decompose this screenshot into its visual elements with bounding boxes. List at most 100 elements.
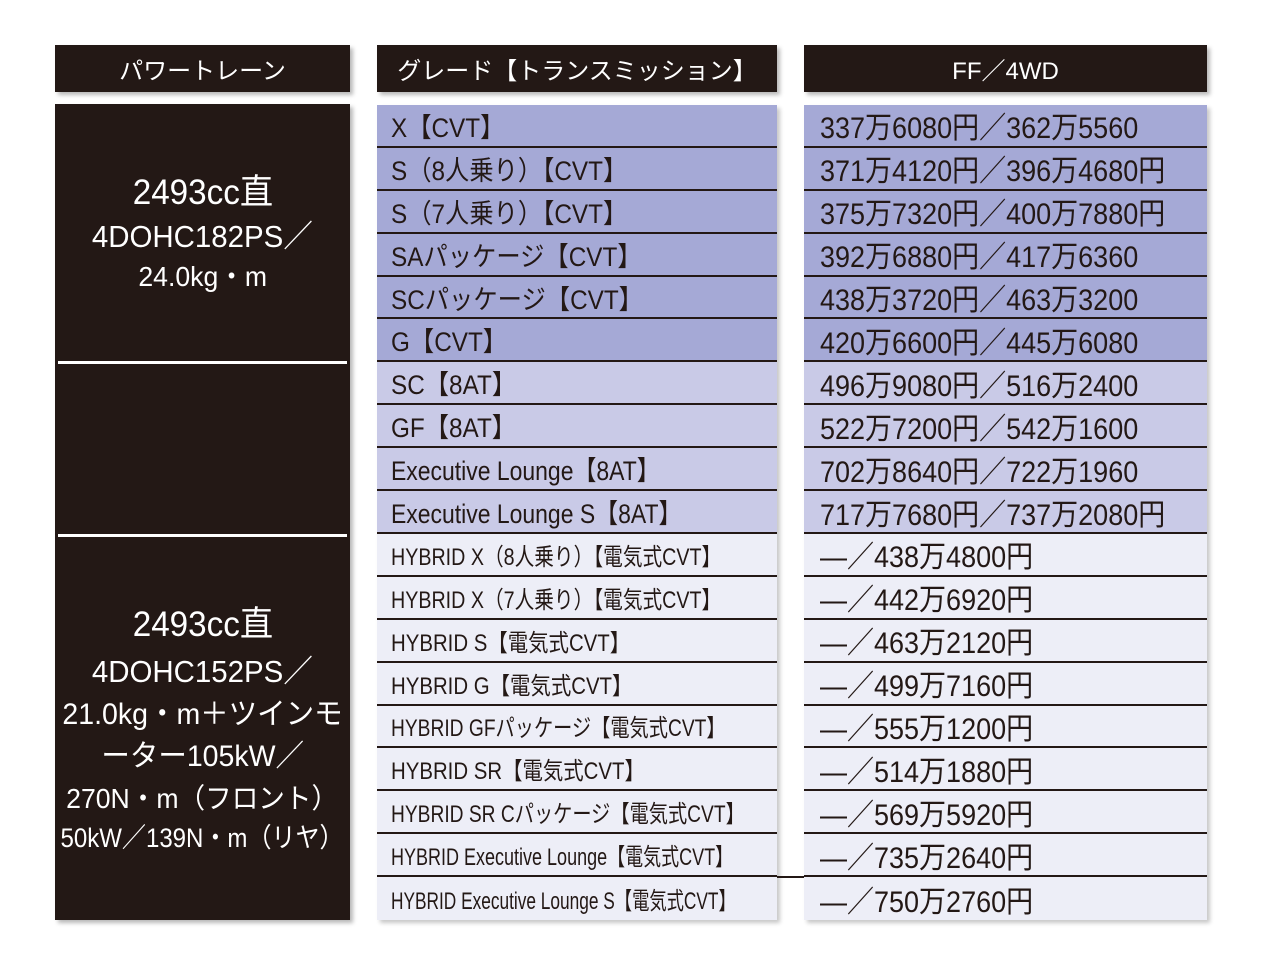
price-label: 522万7200円／542万1600	[820, 412, 1139, 446]
header-powertrain: パワートレーン	[55, 45, 350, 92]
price-label: 717万7680円／737万2080円	[820, 498, 1166, 532]
grade-row: X【CVT】	[377, 105, 777, 148]
powertrain-line: 50kW／139N・m（リヤ）	[60, 822, 345, 853]
grade-label: HYBRID Executive Lounge【電気式CVT】	[391, 844, 734, 872]
price-row: —／438万4800円	[804, 533, 1207, 577]
price-row: 392万6880円／417万6360	[804, 233, 1207, 277]
grade-label: HYBRID X（7人乗り）【電気式CVT】	[391, 586, 722, 614]
grade-row: S（8人乗り）【CVT】	[377, 147, 777, 191]
price-label: 496万9080円／516万2400	[820, 369, 1139, 403]
grade-label: S（7人乗り）【CVT】	[391, 198, 628, 229]
header-grade: グレード【トランスミッション】	[377, 45, 777, 92]
grade-row: HYBRID S【電気式CVT】	[377, 619, 777, 663]
powertrain-line: 4DOHC182PS／	[92, 219, 313, 255]
price-label: 371万4120円／396万4680円	[820, 155, 1166, 189]
grade-row: Executive Lounge S【8AT】	[377, 491, 777, 534]
grade-label: Executive Lounge S【8AT】	[391, 498, 682, 529]
price-label: —／442万6920円	[820, 584, 1034, 618]
grade-row: HYBRID X（8人乗り）【電気式CVT】	[377, 533, 777, 577]
price-row: 438万3720円／463万3200	[804, 276, 1207, 320]
grade-row: HYBRID X（7人乗り）【電気式CVT】	[377, 576, 777, 620]
powertrain-column: 2493cc直 4DOHC182PS／ 24.0kg・m 2493cc直 4DO…	[55, 104, 350, 920]
grade-label: HYBRID Executive Lounge S【電気式CVT】	[391, 888, 736, 916]
price-label: 375万7320円／400万7880円	[820, 198, 1166, 232]
price-label: —／569万5920円	[820, 798, 1034, 832]
price-label: 392万6880円／417万6360	[820, 241, 1139, 275]
grade-label: X【CVT】	[391, 112, 505, 143]
grade-label: HYBRID SR Cパッケージ【電気式CVT】	[391, 801, 745, 829]
grade-row: HYBRID Executive Lounge【電気式CVT】	[377, 834, 777, 878]
grade-label: HYBRID G【電気式CVT】	[391, 672, 633, 700]
grade-label: G【CVT】	[391, 327, 508, 358]
header-price: FF／4WD	[804, 45, 1207, 92]
price-row: 496万9080円／516万2400	[804, 362, 1207, 406]
grade-label: GF【8AT】	[391, 413, 517, 444]
price-row: 420万6600円／445万6080	[804, 319, 1207, 363]
grade-label: HYBRID X（8人乗り）【電気式CVT】	[391, 543, 722, 571]
grade-label: HYBRID S【電気式CVT】	[391, 629, 631, 657]
price-row: —／735万2640円	[804, 834, 1207, 878]
price-row: —／555万1200円	[804, 705, 1207, 749]
powertrain-divider	[58, 534, 347, 537]
grade-row: SC【8AT】	[377, 362, 777, 406]
connector-line	[777, 876, 804, 878]
grade-row: G【CVT】	[377, 319, 777, 363]
price-label: —／499万7160円	[820, 670, 1034, 704]
price-row: —／463万2120円	[804, 619, 1207, 663]
price-row: —／442万6920円	[804, 576, 1207, 620]
price-row: 375万7320円／400万7880円	[804, 190, 1207, 234]
price-row: 702万8640円／722万1960	[804, 448, 1207, 492]
price-label: 438万3720円／463万3200	[820, 284, 1139, 318]
powertrain-line: 2493cc直	[132, 173, 273, 213]
powertrain-line: 4DOHC152PS／	[92, 653, 313, 689]
grade-row: HYBRID SR【電気式CVT】	[377, 748, 777, 792]
powertrain-line: 21.0kg・m＋ツインモ	[62, 697, 343, 731]
price-label: —／514万1880円	[820, 755, 1034, 789]
powertrain-line: 2493cc直	[132, 605, 273, 645]
powertrain-line: ーター105kW／	[101, 740, 304, 774]
header-price-label: FF／4WD	[952, 58, 1059, 85]
powertrain-line: 24.0kg・m	[138, 261, 267, 293]
header-grade-label: グレード【トランスミッション】	[397, 58, 757, 85]
price-row: —／750万2760円	[804, 877, 1207, 920]
grade-label: HYBRID GFパッケージ【電気式CVT】	[391, 715, 726, 743]
powertrain-divider	[58, 361, 347, 364]
grade-row: S（7人乗り）【CVT】	[377, 190, 777, 234]
grade-label: HYBRID SR【電気式CVT】	[391, 758, 645, 786]
grade-row: SCパッケージ【CVT】	[377, 276, 777, 320]
powertrain-section-hybrid: 2493cc直 4DOHC152PS／ 21.0kg・m＋ツインモ ーター105…	[55, 537, 350, 920]
price-row: 717万7680円／737万2080円	[804, 491, 1207, 534]
price-label: —／750万2760円	[820, 885, 1034, 919]
grade-row: GF【8AT】	[377, 405, 777, 449]
powertrain-line: 270N・m（フロント）	[66, 782, 339, 814]
price-row: 337万6080円／362万5560	[804, 105, 1207, 148]
price-label: 337万6080円／362万5560	[820, 112, 1139, 146]
grade-row: HYBRID SR Cパッケージ【電気式CVT】	[377, 791, 777, 835]
grade-row: Executive Lounge【8AT】	[377, 448, 777, 492]
grade-label: Executive Lounge【8AT】	[391, 456, 660, 487]
price-row: 371万4120円／396万4680円	[804, 147, 1207, 191]
price-column: 337万6080円／362万5560 371万4120円／396万4680円 3…	[804, 105, 1207, 920]
grade-column: X【CVT】 S（8人乗り）【CVT】 S（7人乗り）【CVT】 SAパッケージ…	[377, 105, 777, 920]
grade-row: HYBRID G【電気式CVT】	[377, 662, 777, 706]
grade-label: SC【8AT】	[391, 370, 517, 401]
powertrain-section-gasoline-8at	[55, 364, 350, 534]
grade-label: S（8人乗り）【CVT】	[391, 155, 628, 186]
grade-row: HYBRID Executive Lounge S【電気式CVT】	[377, 877, 777, 920]
price-row: —／569万5920円	[804, 791, 1207, 835]
price-label: —／438万4800円	[820, 541, 1034, 575]
price-row: —／514万1880円	[804, 748, 1207, 792]
price-label: —／735万2640円	[820, 841, 1034, 875]
price-label: —／555万1200円	[820, 712, 1034, 746]
grade-label: SCパッケージ【CVT】	[391, 284, 643, 315]
price-label: 702万8640円／722万1960	[820, 455, 1139, 489]
price-label: —／463万2120円	[820, 627, 1034, 661]
price-row: —／499万7160円	[804, 662, 1207, 706]
header-powertrain-label: パワートレーン	[119, 58, 286, 85]
grade-row: HYBRID GFパッケージ【電気式CVT】	[377, 705, 777, 749]
price-label: 420万6600円／445万6080	[820, 326, 1139, 360]
powertrain-section-gasoline-cvt: 2493cc直 4DOHC182PS／ 24.0kg・m	[55, 104, 350, 361]
grade-row: SAパッケージ【CVT】	[377, 233, 777, 277]
price-row: 522万7200円／542万1600	[804, 405, 1207, 449]
grade-label: SAパッケージ【CVT】	[391, 241, 642, 272]
